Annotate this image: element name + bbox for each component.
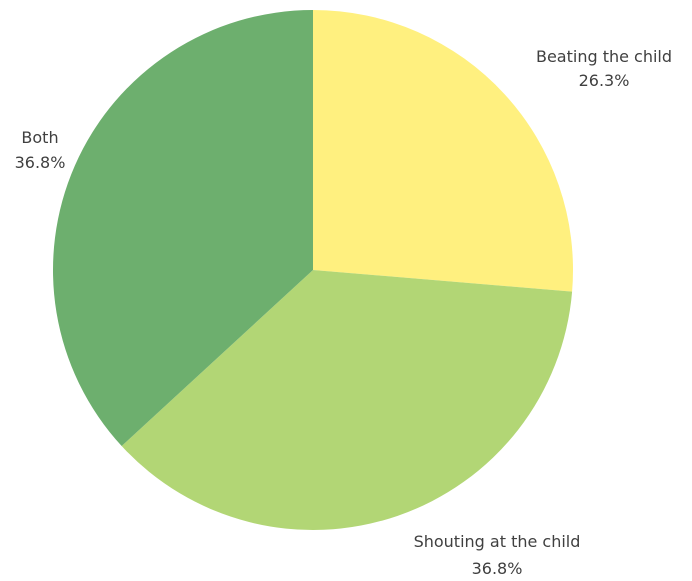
pie-slice-both <box>52 10 314 447</box>
pie-slice-beating-the-child <box>313 10 574 292</box>
pie-slices <box>52 10 574 531</box>
slice-label-name: Shouting at the child <box>414 532 581 551</box>
slice-label-value: 26.3% <box>579 71 630 90</box>
slice-label-value: 36.8% <box>15 153 66 172</box>
slice-label-value: 36.8% <box>472 559 523 578</box>
pie-slice-shouting-at-the-child <box>121 270 573 531</box>
slice-label-name: Beating the child <box>536 47 672 66</box>
slice-label-name: Both <box>21 128 58 147</box>
pie-labels: Beating the child 26.3% Shouting at the ch… <box>15 47 672 578</box>
